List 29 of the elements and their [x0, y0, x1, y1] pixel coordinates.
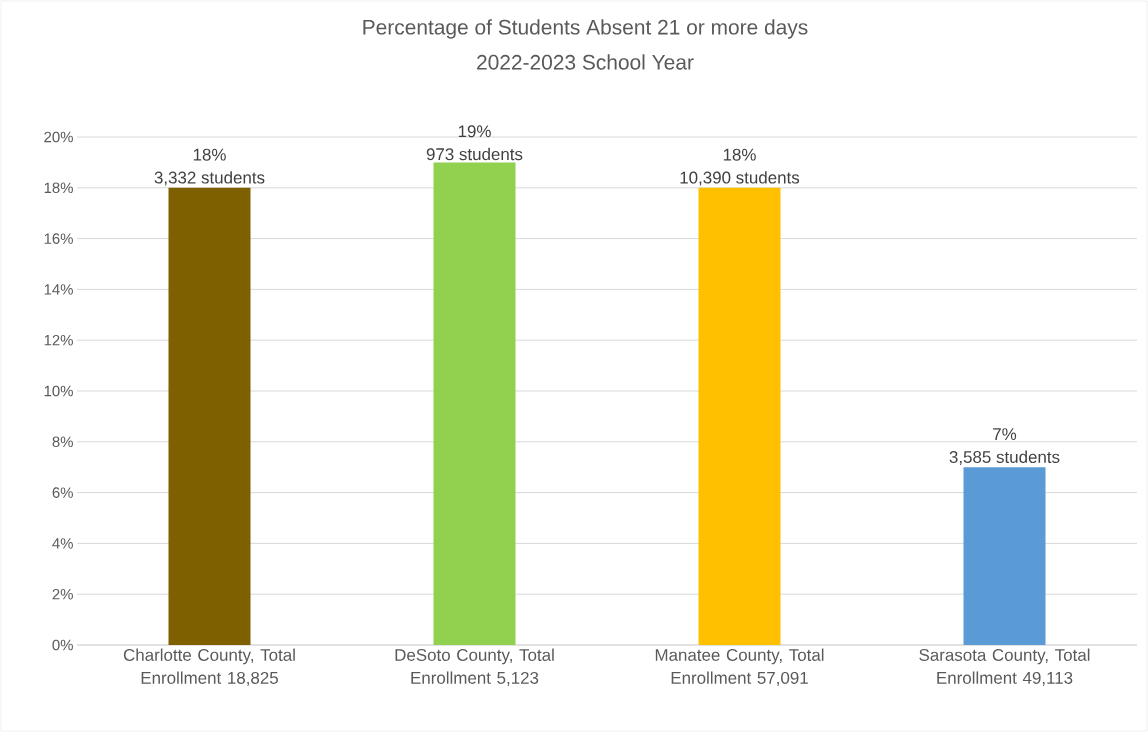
y-tick-label: 6% [52, 487, 73, 498]
data-label: 7% [993, 428, 1017, 441]
annotation: 3,332 students [154, 171, 265, 186]
y-tick-label: 8% [52, 436, 73, 448]
annotation: 10,390 students [680, 171, 800, 186]
y-tick-label: 20% [44, 131, 73, 143]
x-tick-label: Manatee County, Total Enrollment 57,091 [655, 648, 824, 686]
annotation: 3,585 students [949, 450, 1060, 465]
bar [168, 187, 251, 645]
y-tick-label: 18% [44, 182, 73, 194]
y-tick-label: 14% [44, 284, 73, 295]
data-label: 19% [458, 125, 491, 138]
chart-title: Percentage of Students Absent 21 or more days [363, 19, 808, 39]
y-tick-label: 16% [44, 233, 73, 244]
chart-subtitle: 2022-2023 School Year [477, 54, 694, 70]
bar [698, 187, 781, 645]
y-tick-label: 4% [52, 538, 73, 549]
bar [963, 467, 1046, 645]
x-tick-label: Charlotte County, Total Enrollment 18,825 [123, 648, 295, 686]
y-tick-label: 12% [44, 334, 73, 346]
x-tick-label: DeSoto County, Total Enrollment 5,123 [395, 648, 554, 686]
bar [433, 162, 516, 645]
data-label: 18% [723, 148, 756, 161]
annotation: 973 students [426, 147, 523, 161]
data-label: 18% [193, 148, 226, 161]
x-tick-label: Sarasota County, Total Enrollment 49,113 [919, 648, 1090, 686]
y-tick-label: 2% [52, 588, 73, 600]
y-tick-label: 10% [44, 385, 73, 397]
y-tick-label: 0% [52, 639, 73, 651]
